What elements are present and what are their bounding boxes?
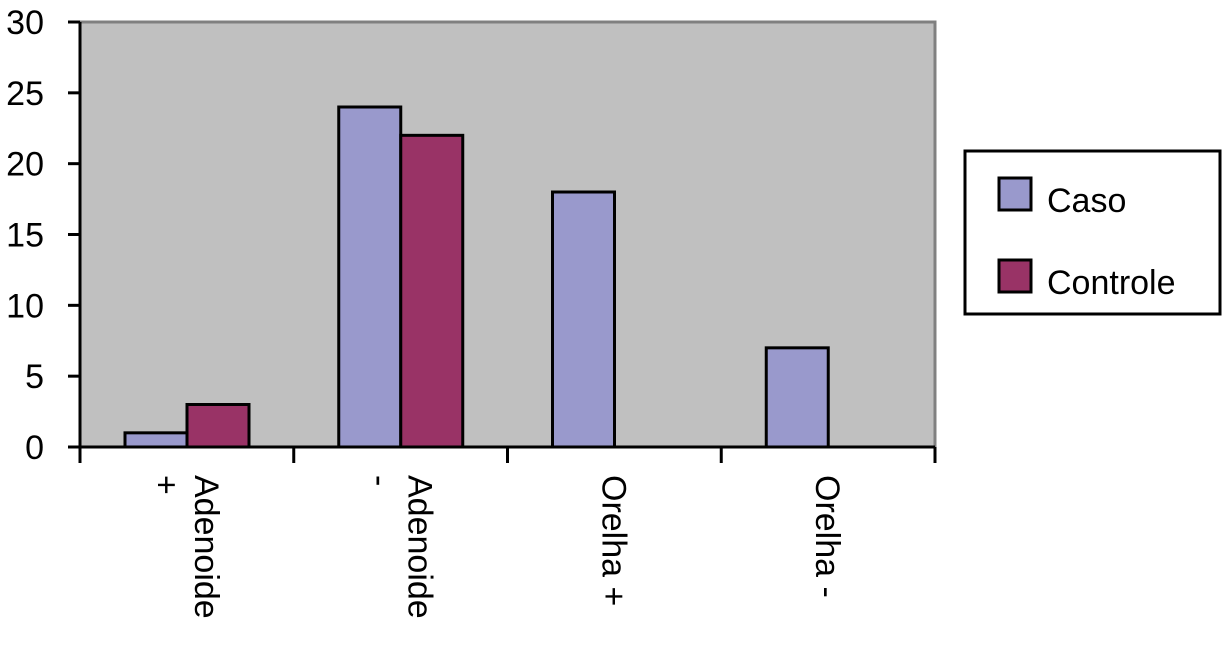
bar-controle-0 — [185, 403, 251, 449]
legend-swatch-caso — [997, 176, 1033, 212]
legend-label-controle: Controle — [1047, 264, 1176, 302]
y-tick-label-0: 0 — [25, 429, 44, 467]
x-category-label-1-line-0: Adenoide — [401, 475, 439, 619]
bar-caso-2 — [551, 190, 616, 449]
x-category-label-0-line-0: Adenoide — [187, 475, 225, 619]
y-tick-label-30: 30 — [6, 4, 44, 42]
x-category-label-3-line-0: Orelha - — [808, 475, 846, 598]
y-tick-label-10: 10 — [6, 287, 44, 325]
y-tick-label-25: 25 — [6, 75, 44, 113]
bar-controle-1 — [399, 133, 465, 449]
x-category-label-2-line-0: Orelha + — [594, 475, 632, 606]
bar-caso-0 — [123, 431, 189, 449]
legend-label-caso: Caso — [1047, 182, 1126, 220]
bars-layer — [123, 105, 830, 449]
legend-swatch-controle — [997, 258, 1033, 294]
y-tick-label-5: 5 — [25, 358, 44, 396]
y-tick-label-20: 20 — [6, 146, 44, 184]
legend: Caso Controle — [963, 149, 1222, 316]
y-tick-labels: 0 5 10 15 20 25 30 — [6, 4, 44, 467]
bar-caso-1 — [337, 105, 403, 449]
x-category-label-0-line-1: + — [147, 475, 185, 495]
bar-caso-3 — [764, 346, 830, 449]
axes-layer — [68, 20, 937, 463]
x-category-label-1-line-1: - — [361, 475, 399, 486]
y-tick-label-15: 15 — [6, 217, 44, 255]
x-category-labels: Adenoide+ Adenoide- Orelha + Orelha - — [147, 475, 846, 619]
